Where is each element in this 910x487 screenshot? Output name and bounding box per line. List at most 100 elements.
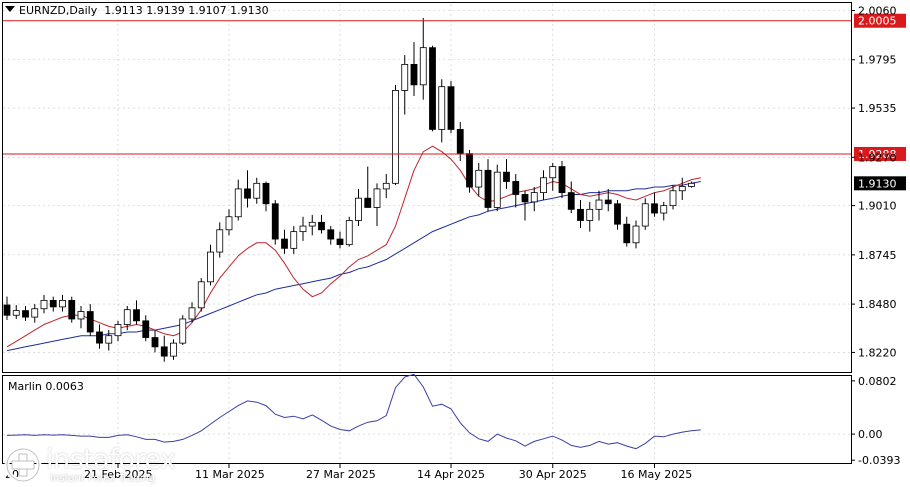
candle [59,294,66,312]
candle-body-bear [614,203,621,225]
candle [49,296,57,312]
candle-body-bear [160,346,168,357]
candle-body-bear [133,309,140,322]
ohlc-values: 1.9113 1.9139 1.9107 1.9130 [104,4,269,17]
candle [262,181,270,212]
candle [410,42,418,96]
candle [22,305,29,321]
candle-body-bull [179,318,187,344]
candle-body-bull [105,335,113,344]
candle-body-bull [345,220,353,246]
candle-body-bull [253,182,261,199]
candle-body-bull [438,86,446,130]
candle-body-bull [188,307,196,320]
candle [493,164,501,212]
candle-body-bear [512,181,520,195]
price-pane[interactable] [2,2,852,373]
level-price-tag[interactable] [854,13,906,28]
gridlines [3,4,851,462]
candle [364,166,372,208]
candle-body-bull [77,311,85,320]
candle-body-bull [123,309,131,325]
candle [225,209,233,236]
candle-body-bull [549,166,557,179]
candle [429,45,436,132]
candle [133,300,140,325]
candle [142,315,150,342]
candle-body-bull [419,47,427,86]
candle [68,296,76,323]
collapse-triangle-icon[interactable] [5,6,15,12]
candle-body-bear [22,310,29,318]
candle [438,79,446,143]
indicator-label: Marlin 0.0063 [8,380,84,393]
candle [604,188,612,212]
candle-body-bull [197,281,205,309]
marlin-line [6,373,701,450]
candle [179,315,187,345]
candle [327,226,335,245]
candle [447,81,455,134]
candle-body-bull [40,299,48,310]
horizontal-levels[interactable]: 2.0005 1.9288 [3,13,906,161]
candle [86,304,94,336]
time-label: 27 Mar 2025 [306,468,376,481]
candle-body-bear [142,320,150,338]
candle [382,174,390,199]
candle [503,159,510,189]
candle [336,231,344,249]
candle [160,335,168,362]
logo-tagline: Instant Forex Trading [50,473,156,484]
time-axis[interactable]: 20 21 Feb 2025 11 Mar 2025 27 Mar 2025 14 Ap… [5,464,692,481]
time-label: 11 Mar 2025 [195,468,265,481]
candle-body-bull [641,203,649,227]
candle [632,220,640,249]
price-axis[interactable]: 2.0060 1.9795 1.9535 1.9270 1.9010 1.8745 1.84… [851,5,906,360]
candle-body-bear [151,337,159,348]
price-tick-label: 1.9270 [858,151,897,164]
candle-body-bull [595,199,603,210]
candle-body-bear [503,171,510,182]
candle [521,190,529,221]
candle-body-bear [364,197,372,208]
time-label: 14 Apr 2025 [417,468,485,481]
candle-body-bull [12,310,20,316]
candle-body-bear [623,223,631,244]
candle [466,149,473,193]
time-label: 16 May 2025 [621,468,693,481]
candle [308,214,316,236]
last-price-tag [854,176,906,191]
chart-header: EURNZD,Daily 1.9113 1.9139 1.9107 1.9130 [5,4,269,17]
candle-body-bull [225,216,233,231]
price-tick-label: 1.8220 [858,346,897,359]
candle-body-bull [207,251,214,283]
candle-body-bull [392,90,399,184]
candle-body-bear [3,304,11,316]
candle-body-bull [678,186,686,192]
level-price-tag[interactable] [854,146,906,161]
candle [651,192,658,217]
candle [290,226,298,254]
candle [660,201,668,221]
candle-body-bear [86,311,94,333]
candle-body-bear [271,203,279,240]
indicator-pane[interactable] [2,375,852,464]
candle [299,216,307,241]
candle-body-bear [484,169,492,208]
candle-body-bear [651,203,658,214]
candle [3,296,11,320]
candle [558,161,566,199]
candles [3,17,695,362]
last-price-label: 1.9130 [858,177,897,190]
candle-body-bull [59,299,66,308]
candle [40,294,48,314]
candle-body-bear [456,129,464,154]
price-tick-label: 1.8480 [858,298,897,311]
candle-body-bull [290,231,298,249]
candle-body-bear [429,47,436,130]
candle-body-bear [336,238,344,246]
candle-body-bear [466,153,473,188]
slow-moving-average-line [6,181,701,352]
